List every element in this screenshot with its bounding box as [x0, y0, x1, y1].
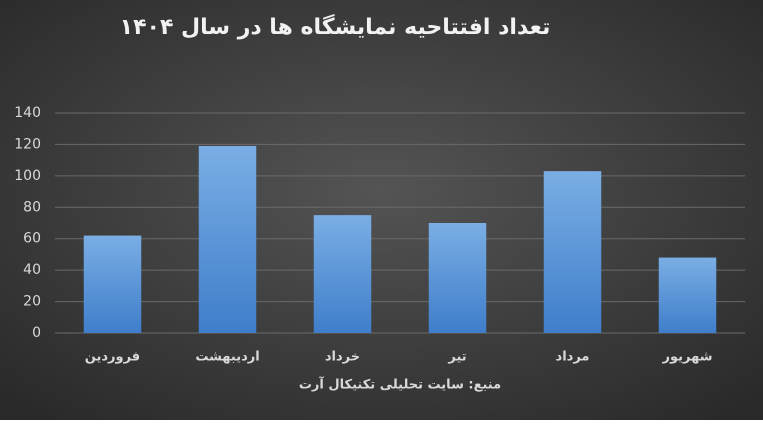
x-tick-label: فروردین — [85, 350, 140, 365]
bar — [658, 257, 717, 333]
y-tick-label: 0 — [32, 325, 41, 341]
y-tick-label: 60 — [23, 231, 41, 247]
y-tick-label: 20 — [23, 294, 41, 310]
source-note: منبع: سایت تحلیلی تکنیکال آرت — [299, 376, 501, 393]
x-tick-label: اردیبهشت — [195, 350, 259, 365]
bar — [198, 146, 257, 333]
x-tick-label: مرداد — [556, 350, 590, 365]
bar — [428, 223, 487, 333]
x-tick-label: شهریور — [662, 350, 713, 365]
y-tick-label: 120 — [14, 136, 41, 152]
x-tick-label: خرداد — [325, 350, 360, 365]
chart-title: تعداد افتتاحیه نمایشگاه ها در سال ۱۴۰۴ — [120, 13, 551, 40]
bar — [543, 171, 602, 333]
x-tick-label: تیر — [447, 350, 466, 365]
bar — [313, 215, 372, 333]
bar — [83, 235, 142, 333]
y-tick-label: 40 — [23, 262, 41, 278]
y-tick-label: 140 — [14, 105, 41, 121]
y-tick-label: 80 — [23, 199, 41, 215]
y-tick-label: 100 — [14, 168, 41, 184]
